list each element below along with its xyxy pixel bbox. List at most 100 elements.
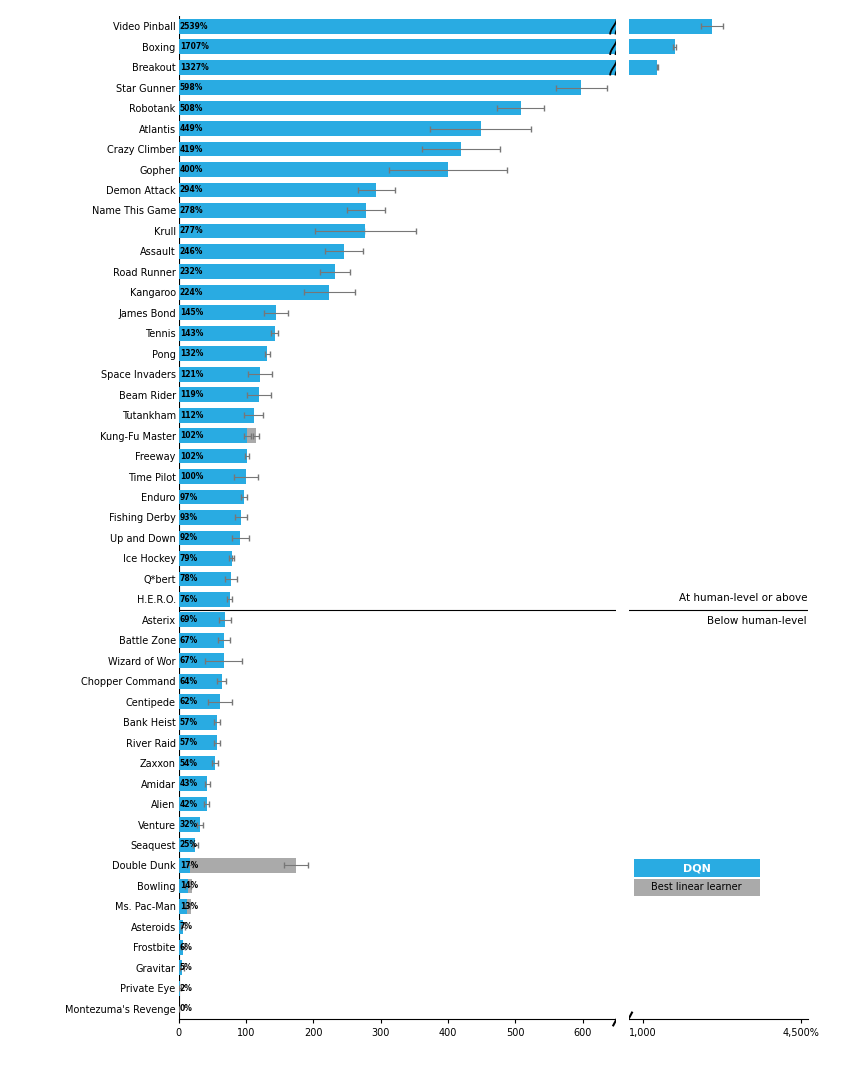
Text: 57%: 57%: [180, 738, 198, 747]
Bar: [178, 755, 215, 770]
Bar: [178, 265, 335, 280]
Bar: [178, 305, 276, 320]
Text: 143%: 143%: [180, 329, 203, 338]
Bar: [598, 19, 712, 33]
Bar: [178, 19, 616, 33]
Bar: [178, 510, 241, 525]
Bar: [178, 325, 275, 340]
Bar: [178, 899, 190, 913]
Bar: [178, 940, 183, 955]
Bar: [178, 551, 232, 566]
Text: 224%: 224%: [180, 288, 203, 297]
Text: 2%: 2%: [180, 984, 193, 992]
Bar: [178, 100, 520, 115]
Bar: [178, 305, 227, 320]
Text: 132%: 132%: [180, 349, 203, 359]
Text: 97%: 97%: [180, 493, 198, 501]
Bar: [178, 878, 192, 893]
Text: 119%: 119%: [180, 391, 203, 399]
Bar: [178, 592, 230, 607]
Bar: [178, 162, 266, 177]
Bar: [178, 551, 229, 566]
Bar: [178, 80, 581, 95]
Bar: [178, 899, 187, 913]
Bar: [178, 695, 220, 710]
FancyBboxPatch shape: [633, 859, 760, 877]
Bar: [178, 674, 222, 688]
Bar: [178, 142, 461, 157]
Bar: [178, 858, 297, 873]
Bar: [598, 39, 675, 54]
Text: DQN: DQN: [683, 863, 711, 873]
Bar: [178, 244, 344, 259]
Text: 5%: 5%: [180, 964, 193, 972]
Text: 400%: 400%: [180, 165, 203, 174]
Text: 17%: 17%: [180, 861, 198, 870]
Text: 79%: 79%: [180, 554, 198, 563]
Bar: [178, 182, 377, 197]
Text: 93%: 93%: [180, 513, 198, 522]
Bar: [178, 122, 421, 136]
Text: 6%: 6%: [180, 943, 193, 952]
Text: 145%: 145%: [180, 308, 203, 317]
Text: 102%: 102%: [180, 431, 203, 440]
Text: 14%: 14%: [180, 881, 198, 891]
Bar: [178, 572, 231, 586]
Text: 1707%: 1707%: [180, 43, 209, 51]
Bar: [178, 428, 247, 443]
Bar: [178, 653, 224, 668]
Bar: [178, 449, 199, 463]
Text: 419%: 419%: [180, 144, 203, 154]
Text: 0%: 0%: [180, 1004, 193, 1014]
Bar: [178, 776, 207, 791]
Bar: [178, 224, 313, 238]
Text: 102%: 102%: [180, 451, 203, 461]
Text: 277%: 277%: [180, 226, 203, 236]
Bar: [178, 838, 196, 853]
Text: At human-level or above: At human-level or above: [678, 593, 807, 604]
Bar: [178, 715, 217, 730]
Text: 57%: 57%: [180, 718, 198, 727]
Text: 54%: 54%: [180, 759, 198, 767]
Text: 100%: 100%: [180, 472, 203, 481]
Text: 69%: 69%: [180, 616, 198, 624]
Text: 67%: 67%: [180, 656, 198, 666]
Text: 449%: 449%: [180, 124, 203, 133]
Bar: [178, 408, 254, 423]
Bar: [178, 347, 268, 361]
Bar: [178, 735, 217, 750]
Text: 76%: 76%: [180, 595, 198, 604]
Bar: [178, 633, 224, 648]
Text: 62%: 62%: [180, 697, 198, 706]
Bar: [178, 100, 462, 115]
Text: 246%: 246%: [180, 246, 203, 256]
Text: 78%: 78%: [180, 574, 198, 584]
Bar: [178, 60, 616, 75]
Text: 25%: 25%: [180, 841, 198, 849]
Bar: [178, 490, 244, 505]
Text: 598%: 598%: [180, 83, 203, 92]
Bar: [178, 39, 616, 54]
Text: Best linear learner: Best linear learner: [651, 882, 742, 892]
Text: 121%: 121%: [180, 369, 203, 379]
Bar: [178, 122, 481, 136]
Bar: [178, 387, 258, 402]
Bar: [178, 367, 260, 382]
Text: 1327%: 1327%: [180, 63, 208, 71]
Text: Below human-level: Below human-level: [707, 616, 807, 625]
Bar: [178, 203, 366, 218]
Bar: [178, 920, 184, 935]
Text: 112%: 112%: [180, 411, 203, 419]
Bar: [178, 285, 329, 300]
Text: 67%: 67%: [180, 636, 198, 644]
Bar: [178, 817, 200, 832]
Text: 32%: 32%: [180, 821, 198, 829]
Text: 13%: 13%: [180, 902, 198, 911]
Text: 64%: 64%: [180, 676, 198, 686]
Bar: [178, 858, 190, 873]
Bar: [178, 428, 256, 443]
Bar: [178, 797, 207, 811]
Text: 278%: 278%: [180, 206, 203, 214]
Bar: [598, 60, 657, 75]
Bar: [178, 878, 188, 893]
